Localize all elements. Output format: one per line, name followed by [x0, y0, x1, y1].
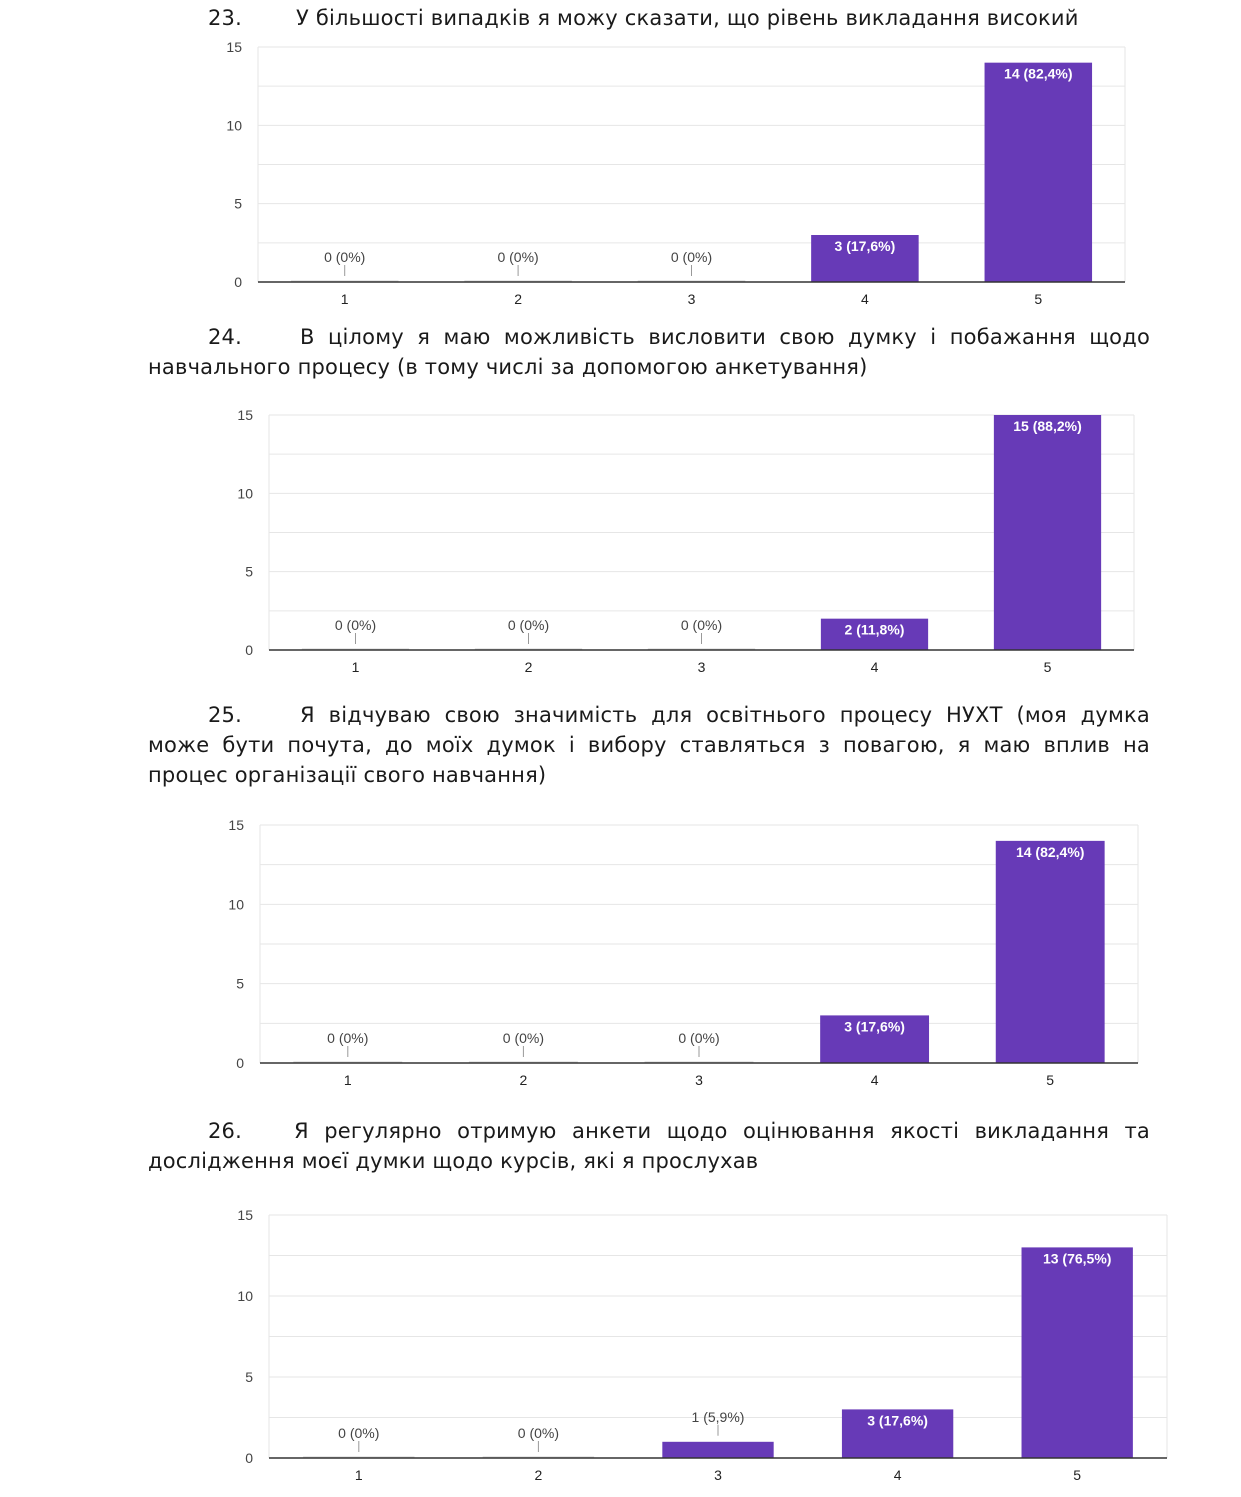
data-label: 2 (11,8%) — [845, 622, 905, 638]
bar — [993, 415, 1102, 650]
question-26: 26. Я регулярно отримую анкети щодо оціню… — [148, 1116, 1150, 1176]
question-text: У більшості випадків я можу сказати, що … — [296, 6, 1079, 30]
data-label: 0 (0%) — [503, 1030, 544, 1046]
data-label: 13 (76,5%) — [1043, 1250, 1111, 1266]
question-number: 26. — [208, 1119, 242, 1143]
question-text: Я відчуваю свою значимість для освітньог… — [148, 703, 1150, 787]
x-tick-label: 5 — [1046, 1072, 1054, 1088]
x-tick-label: 2 — [520, 1072, 528, 1088]
y-tick-label: 5 — [234, 196, 242, 212]
x-tick-label: 1 — [355, 1467, 363, 1483]
bar — [841, 1409, 954, 1458]
data-label: 3 (17,6%) — [835, 238, 896, 254]
question-number: 23. — [208, 6, 242, 30]
y-tick-label: 0 — [234, 274, 242, 290]
bar — [995, 840, 1105, 1063]
data-label: 15 (88,2%) — [1013, 418, 1081, 434]
bar — [820, 1015, 930, 1063]
x-tick-label: 1 — [352, 659, 360, 675]
y-tick-label: 0 — [245, 1450, 253, 1466]
x-tick-label: 1 — [344, 1072, 352, 1088]
question-24: 24. В цілому я маю можливість висловити с… — [148, 322, 1150, 382]
data-label: 0 (0%) — [518, 1425, 559, 1441]
data-label: 0 (0%) — [681, 617, 722, 633]
y-tick-label: 5 — [236, 976, 244, 992]
x-tick-label: 3 — [688, 291, 696, 307]
y-tick-label: 15 — [237, 407, 253, 423]
x-tick-label: 4 — [894, 1467, 902, 1483]
y-tick-label: 0 — [236, 1055, 244, 1071]
data-label: 0 (0%) — [324, 249, 365, 265]
data-label: 0 (0%) — [335, 617, 376, 633]
x-tick-label: 4 — [861, 291, 869, 307]
question-text: Я регулярно отримую анкети щодо оцінюван… — [148, 1119, 1150, 1173]
bar — [811, 235, 919, 282]
x-tick-label: 2 — [525, 659, 533, 675]
bar — [662, 1441, 774, 1458]
x-tick-label: 3 — [714, 1467, 722, 1483]
x-tick-label: 5 — [1073, 1467, 1081, 1483]
data-label: 14 (82,4%) — [1016, 844, 1084, 860]
y-tick-label: 0 — [245, 642, 253, 658]
question-number: 25. — [208, 703, 242, 727]
y-tick-label: 5 — [245, 1369, 253, 1385]
data-label: 0 (0%) — [497, 249, 538, 265]
question-25: 25. Я відчуваю свою значимість для освітн… — [148, 700, 1150, 790]
data-label: 0 (0%) — [671, 249, 712, 265]
x-tick-label: 3 — [698, 659, 706, 675]
data-label: 0 (0%) — [338, 1425, 379, 1441]
x-tick-label: 3 — [695, 1072, 703, 1088]
data-label: 3 (17,6%) — [867, 1412, 928, 1428]
question-number: 24. — [208, 325, 242, 349]
bar — [820, 618, 929, 650]
question-text: В цілому я маю можливість висловити свою… — [148, 325, 1150, 379]
x-tick-label: 2 — [535, 1467, 543, 1483]
data-label: 3 (17,6%) — [844, 1018, 905, 1034]
data-label: 14 (82,4%) — [1004, 66, 1072, 82]
x-tick-label: 2 — [514, 291, 522, 307]
y-tick-label: 15 — [237, 1207, 253, 1223]
data-label: 0 (0%) — [678, 1030, 719, 1046]
y-tick-label: 5 — [245, 564, 253, 580]
x-tick-label: 1 — [341, 291, 349, 307]
x-tick-label: 5 — [1044, 659, 1052, 675]
y-tick-label: 10 — [237, 1288, 253, 1304]
x-tick-label: 4 — [871, 659, 879, 675]
data-label: 0 (0%) — [327, 1030, 368, 1046]
data-label: 0 (0%) — [508, 617, 549, 633]
x-tick-label: 4 — [871, 1072, 879, 1088]
y-tick-label: 10 — [226, 117, 242, 133]
y-tick-label: 15 — [226, 39, 242, 55]
bar — [1021, 1247, 1133, 1458]
y-tick-label: 10 — [228, 896, 244, 912]
y-tick-label: 15 — [228, 817, 244, 833]
question-23: 23. У більшості випадків я можу сказати, … — [208, 3, 1208, 33]
x-tick-label: 5 — [1034, 291, 1042, 307]
data-label: 1 (5,9%) — [692, 1409, 745, 1425]
y-tick-label: 10 — [237, 485, 253, 501]
bar — [984, 62, 1093, 282]
